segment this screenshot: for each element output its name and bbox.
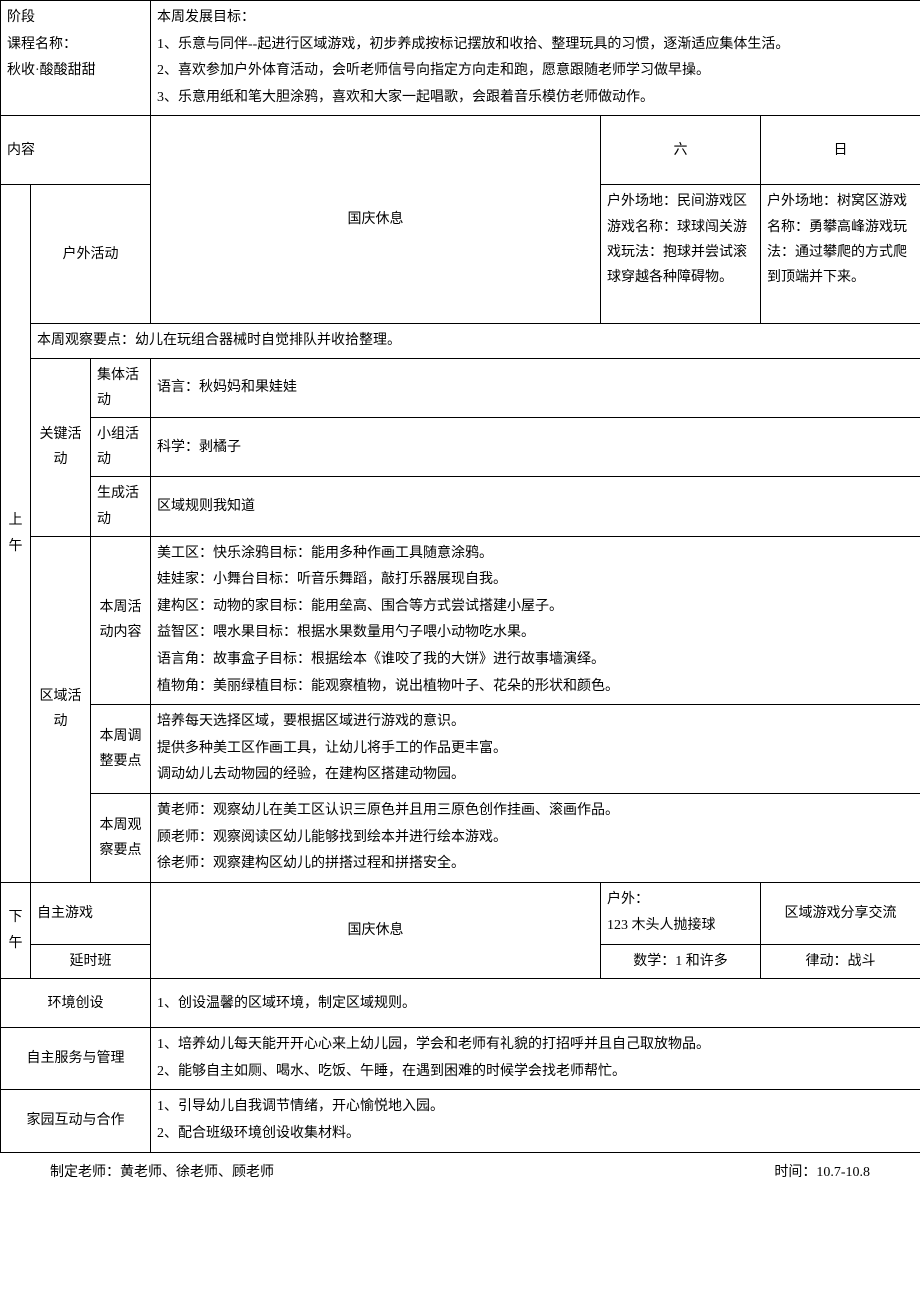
group-activity-text: 语言：秋妈妈和果娃娃 xyxy=(151,358,920,417)
morning-label: 上午 xyxy=(1,185,31,882)
afternoon-label: 下午 xyxy=(1,882,31,978)
home-2: 2、配合班级环境创设收集材料。 xyxy=(157,1121,914,1148)
week-content-label: 本周活动内容 xyxy=(91,536,151,705)
goals-label: 本周发展目标： xyxy=(157,5,914,32)
goal-3: 3、乐意用纸和笔大胆涂鸦，喜欢和大家一起唱歌，会跟着音乐模仿老师做动作。 xyxy=(157,85,914,112)
area-content-1: 美工区：快乐涂鸦目标：能用多种作画工具随意涂鸦。 xyxy=(157,541,914,568)
generated-activity-text: 区域规则我知道 xyxy=(151,477,920,536)
home-1: 1、引导幼儿自我调节情绪，开心愉悦地入园。 xyxy=(157,1094,914,1121)
week-content-cell: 美工区：快乐涂鸦目标：能用多种作画工具随意涂鸦。 娃娃家：小舞台目标：听音乐舞蹈… xyxy=(151,536,920,705)
outdoor-saturday: 户外场地：民间游戏区游戏名称：球球闯关游戏玩法：抱球并尝试滚球穿越各种障碍物。 xyxy=(601,185,761,324)
area-content-3: 建构区：动物的家目标：能用垒高、围合等方式尝试搭建小屋子。 xyxy=(157,594,914,621)
footer-time: 时间：10.7-10.8 xyxy=(774,1161,870,1181)
group-activity-label: 集体活动 xyxy=(91,358,151,417)
adjust-3: 调动幼儿去动物园的经验，在建构区搭建动物园。 xyxy=(157,762,914,789)
env-text: 1、创设温馨的区域环境，制定区域规则。 xyxy=(151,979,920,1028)
outdoor-observation-cell: 本周观察要点：幼儿在玩组合器械时自觉排队并收拾整理。 xyxy=(31,324,920,358)
generated-activity-label: 生成活动 xyxy=(91,477,151,536)
freeplay-saturday: 户外： 123 木头人抛接球 xyxy=(601,882,761,944)
extended-class-label: 延时班 xyxy=(31,945,151,979)
small-group-text: 科学：剥橘子 xyxy=(151,417,920,476)
key-activity-label: 关键活动 xyxy=(31,358,91,536)
goal-2: 2、喜欢参加户外体育活动，会听老师信号向指定方向走和跑，愿意跟随老师学习做早操。 xyxy=(157,58,914,85)
freeplay-sunday: 区域游戏分享交流 xyxy=(761,882,920,944)
holiday-rest-morning: 国庆休息 xyxy=(151,116,601,324)
area-content-5: 语言角：故事盒子目标：根据绘本《谁咬了我的大饼》进行故事墙演绎。 xyxy=(157,647,914,674)
freeplay-sat-b: 123 木头人抛接球 xyxy=(607,913,754,940)
course-name-value: 秋收·酸酸甜甜 xyxy=(7,58,144,85)
goal-1: 1、乐意与同伴--起进行区域游戏，初步养成按标记摆放和收拾、整理玩具的习惯，逐渐… xyxy=(157,32,914,59)
course-name-label: 课程名称： xyxy=(7,32,144,59)
obs-1: 黄老师：观察幼儿在美工区认识三原色并且用三原色创作挂画、滚画作品。 xyxy=(157,798,914,825)
self-service-label: 自主服务与管理 xyxy=(1,1028,151,1090)
self-2: 2、能够自主如厕、喝水、吃饭、午睡，在遇到困难的时候学会找老师帮忙。 xyxy=(157,1059,914,1086)
extended-saturday: 数学：1 和许多 xyxy=(601,945,761,979)
area-content-4: 益智区：喂水果目标：根据水果数量用勺子喂小动物吃水果。 xyxy=(157,620,914,647)
stage-course-cell: 阶段 课程名称： 秋收·酸酸甜甜 xyxy=(1,1,151,116)
day-saturday: 六 xyxy=(601,116,761,185)
area-activity-label: 区域活动 xyxy=(31,536,91,882)
obs-2: 顾老师：观察阅读区幼儿能够找到绘本并进行绘本游戏。 xyxy=(157,825,914,852)
stage-label: 阶段 xyxy=(7,5,144,32)
home-interaction-cell: 1、引导幼儿自我调节情绪，开心愉悦地入园。 2、配合班级环境创设收集材料。 xyxy=(151,1090,920,1152)
self-1: 1、培养幼儿每天能开开心心来上幼儿园，学会和老师有礼貌的打招呼并且自己取放物品。 xyxy=(157,1032,914,1059)
outdoor-sunday: 户外场地：树窝区游戏名称：勇攀高峰游戏玩法：通过攀爬的方式爬到顶端并下来。 xyxy=(761,185,920,324)
day-sunday: 日 xyxy=(761,116,920,185)
outdoor-label: 户外活动 xyxy=(31,185,151,324)
holiday-rest-afternoon: 国庆休息 xyxy=(151,882,601,978)
extended-sunday: 律动：战斗 xyxy=(761,945,920,979)
adjust-1: 培养每天选择区域，要根据区域进行游戏的意识。 xyxy=(157,709,914,736)
area-content-2: 娃娃家：小舞台目标：听音乐舞蹈，敲打乐器展现自我。 xyxy=(157,567,914,594)
outdoor-obs-label: 本周观察要点： xyxy=(37,333,135,348)
env-label: 环境创设 xyxy=(1,979,151,1028)
week-adjust-label: 本周调整要点 xyxy=(91,705,151,794)
area-content-6: 植物角：美丽绿植目标：能观察植物，说出植物叶子、花朵的形状和颜色。 xyxy=(157,674,914,701)
schedule-table: 阶段 课程名称： 秋收·酸酸甜甜 本周发展目标： 1、乐意与同伴--起进行区域游… xyxy=(0,0,920,1153)
week-obs-label: 本周观察要点 xyxy=(91,794,151,883)
week-obs-cell: 黄老师：观察幼儿在美工区认识三原色并且用三原色创作挂画、滚画作品。 顾老师：观察… xyxy=(151,794,920,883)
freeplay-label: 自主游戏 xyxy=(31,882,151,944)
goals-cell: 本周发展目标： 1、乐意与同伴--起进行区域游戏，初步养成按标记摆放和收拾、整理… xyxy=(151,1,920,116)
outdoor-obs-text: 幼儿在玩组合器械时自觉排队并收拾整理。 xyxy=(135,333,401,348)
content-label: 内容 xyxy=(1,116,151,185)
adjust-2: 提供多种美工区作画工具，让幼儿将手工的作品更丰富。 xyxy=(157,736,914,763)
footer-teachers: 制定老师：黄老师、徐老师、顾老师 xyxy=(50,1161,274,1181)
small-group-label: 小组活动 xyxy=(91,417,151,476)
freeplay-sat-a: 户外： xyxy=(607,887,754,914)
self-service-cell: 1、培养幼儿每天能开开心心来上幼儿园，学会和老师有礼貌的打招呼并且自己取放物品。… xyxy=(151,1028,920,1090)
week-adjust-cell: 培养每天选择区域，要根据区域进行游戏的意识。 提供多种美工区作画工具，让幼儿将手… xyxy=(151,705,920,794)
obs-3: 徐老师：观察建构区幼儿的拼搭过程和拼搭安全。 xyxy=(157,851,914,878)
footer: 制定老师：黄老师、徐老师、顾老师 时间：10.7-10.8 xyxy=(0,1153,920,1189)
home-interaction-label: 家园互动与合作 xyxy=(1,1090,151,1152)
